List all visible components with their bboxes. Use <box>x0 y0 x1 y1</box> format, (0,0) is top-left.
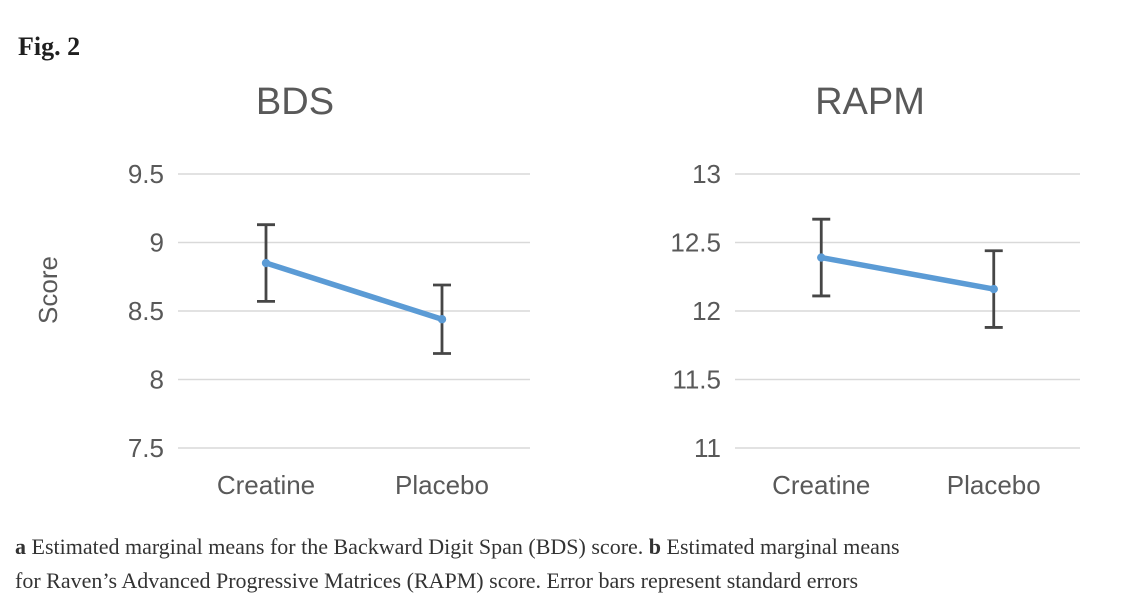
data-line <box>818 254 997 292</box>
y-tick-label: 7.5 <box>128 433 164 463</box>
x-category-label: Placebo <box>395 470 489 500</box>
caption-text: Estimated marginal means <box>661 534 900 559</box>
data-point-creatine <box>261 258 271 268</box>
x-category-label: Placebo <box>947 470 1041 500</box>
bds-plot: BDS 9.5 9 8.5 8 7.5 Score Creatine Placebo <box>33 81 530 500</box>
y-tick-label: 12 <box>692 296 721 326</box>
rapm-plot: RAPM 13 12.5 12 11.5 11 Creatine Placebo <box>670 81 1080 500</box>
y-tick-label: 8.5 <box>128 296 164 326</box>
figure-label: Fig. 2 <box>18 32 81 61</box>
y-tick-label: 8 <box>150 365 164 395</box>
chart-title: RAPM <box>815 81 925 123</box>
y-tick-label: 11.5 <box>672 365 721 395</box>
data-point-placebo <box>989 284 998 294</box>
caption-text: for Raven’s Advanced Progressive Matrice… <box>15 568 859 593</box>
caption-panel-letter: b <box>648 534 662 559</box>
caption-line: for Raven’s Advanced Progressive Matrice… <box>15 564 1115 598</box>
y-tick-label: 9 <box>150 228 164 258</box>
caption-text: Estimated marginal means for the Backwar… <box>26 534 649 559</box>
y-tick-label: 9.5 <box>128 159 164 189</box>
caption-panel-letter: a <box>15 534 26 559</box>
data-line <box>263 260 445 322</box>
x-category-label: Creatine <box>217 470 315 500</box>
data-point-placebo <box>437 315 447 324</box>
y-axis-title: Score <box>33 256 63 324</box>
caption: a Estimated marginal means for the Backw… <box>15 530 1115 598</box>
y-tick-label: 11 <box>694 433 721 463</box>
y-tick-label: 12.5 <box>670 228 721 258</box>
caption-line: a Estimated marginal means for the Backw… <box>15 530 1115 564</box>
chart-title: BDS <box>256 81 334 123</box>
data-point-creatine <box>817 253 826 262</box>
rapm-chart: RAPM 13 12.5 12 11.5 11 Creatine Placebo <box>620 68 1120 520</box>
y-tick-label: 13 <box>692 159 721 189</box>
bds-chart: BDS 9.5 9 8.5 8 7.5 Score Creatine Placebo <box>30 68 560 520</box>
x-category-label: Creatine <box>772 470 870 500</box>
